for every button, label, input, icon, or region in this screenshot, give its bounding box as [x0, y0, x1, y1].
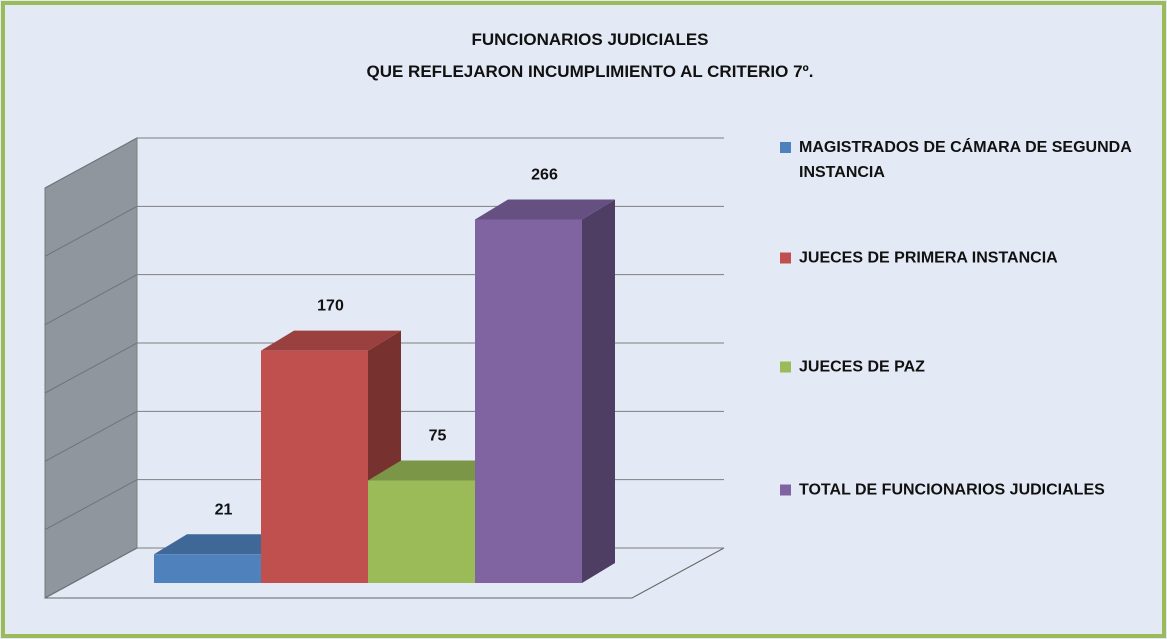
- value-label: 170: [317, 298, 344, 315]
- legend-entry: JUECES DE PRIMERA INSTANCIA: [780, 246, 1160, 271]
- legend-entry: MAGISTRADOS DE CÁMARA DE SEGUNDA INSTANC…: [780, 135, 1160, 185]
- bar-top: [261, 330, 401, 351]
- bar-top: [475, 199, 615, 220]
- legend-swatch: [780, 142, 791, 153]
- grid-line: [44, 137, 138, 189]
- bar: [261, 350, 368, 583]
- legend-label: JUECES DE PAZ: [799, 358, 925, 376]
- bar: [475, 219, 582, 583]
- bar-top: [154, 534, 294, 555]
- value-label: 266: [531, 166, 558, 183]
- grid-line: [44, 547, 138, 599]
- value-label: 21: [215, 501, 233, 518]
- legend-label: MAGISTRADOS DE CÁMARA DE SEGUNDA INSTANC…: [799, 139, 1132, 181]
- legend-swatch: [780, 252, 791, 264]
- legend-swatch: [780, 484, 791, 496]
- bar-side: [582, 199, 615, 583]
- bar: [154, 554, 261, 583]
- chart-title: QUE REFLEJARON INCUMPLIMIENTO AL CRITERI…: [367, 62, 814, 81]
- grid-line: [44, 342, 138, 394]
- bar: [368, 480, 475, 583]
- legend-label: JUECES DE PRIMERA INSTANCIA: [799, 249, 1058, 267]
- grid-line: [44, 274, 138, 326]
- grid-line: [44, 479, 138, 531]
- legend-entry: TOTAL DE FUNCIONARIOS JUDICIALES: [780, 478, 1160, 503]
- legend-label: TOTAL DE FUNCIONARIOS JUDICIALES: [799, 481, 1105, 499]
- value-label: 75: [429, 428, 447, 445]
- legend-swatch: [780, 361, 791, 373]
- legend-entry: JUECES DE PAZ: [780, 355, 1160, 380]
- chart-title: FUNCIONARIOS JUDICIALES: [471, 30, 708, 49]
- grid-line: [44, 410, 138, 462]
- grid-line: [44, 205, 138, 257]
- bar-top: [368, 460, 508, 481]
